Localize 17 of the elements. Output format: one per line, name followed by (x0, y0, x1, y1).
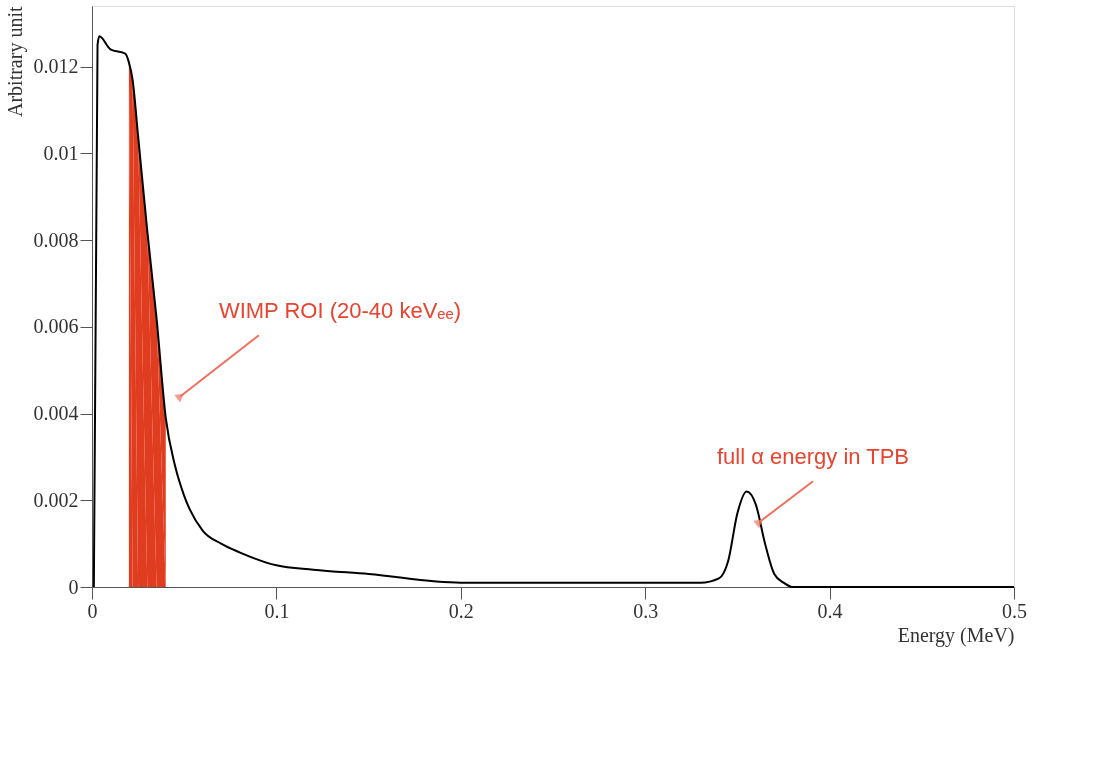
y-tick-label: 0.008 (33, 228, 79, 251)
y-tick-label: 0.01 (43, 141, 79, 164)
y-tick-label: 0 (68, 575, 79, 598)
x-tick-label: 0.1 (264, 599, 290, 622)
y-tick-label: 0.012 (33, 55, 79, 78)
y-tick-label: 0.002 (33, 488, 79, 511)
x-tick-label: 0.4 (817, 599, 843, 622)
x-axis-title: Energy (MeV) (897, 623, 1015, 647)
annotation: full α energy in TPB (716, 444, 910, 470)
annotation: WIMP ROI (20-40 keVₑₑ) (218, 298, 461, 324)
x-tick-label: 0 (87, 599, 98, 622)
x-tick-label: 0.3 (633, 599, 659, 622)
x-tick-label: 0.2 (448, 599, 474, 622)
y-tick-label: 0.004 (33, 402, 79, 425)
x-tick-label: 0.5 (1002, 599, 1027, 622)
y-axis-title: Arbitrary unit (3, 6, 27, 118)
y-tick-label: 0.006 (33, 315, 79, 338)
